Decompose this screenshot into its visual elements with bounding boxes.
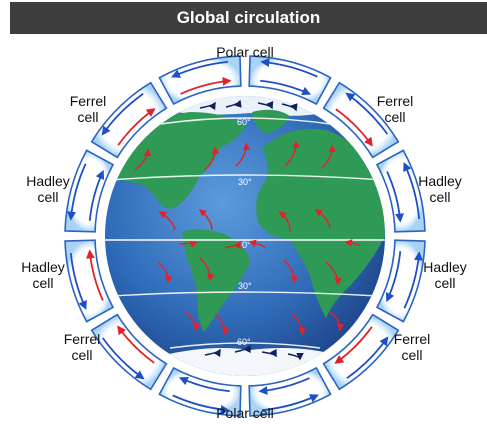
cell-flow-arrow xyxy=(69,252,87,310)
cell-flow-arrow xyxy=(117,108,156,146)
page-title: Global circulation xyxy=(10,2,487,34)
cell-flow-arrow xyxy=(260,58,318,78)
cell-flow-arrow xyxy=(345,92,389,135)
surface-wind-arrow xyxy=(248,239,266,249)
surface-wind-arrow xyxy=(291,313,307,336)
surface-wind-arrow xyxy=(287,352,304,361)
surface-wind-arrow xyxy=(225,99,242,108)
surface-wind-arrow xyxy=(224,240,241,250)
cell-flow-arrow xyxy=(386,171,405,223)
surface-wind-arrow xyxy=(257,101,274,110)
cell-flow-arrow xyxy=(261,394,319,412)
cell-segment xyxy=(322,313,400,391)
surface-wind-arrow xyxy=(158,211,176,231)
cell-flow-arrow xyxy=(101,337,145,380)
cell-label-ferrel-nw: Ferrel cell xyxy=(70,93,107,125)
cell-segment xyxy=(90,81,168,159)
cell-label-polar-north: Polar cell xyxy=(216,44,274,60)
cell-segment xyxy=(248,366,332,417)
surface-wind-arrow xyxy=(283,259,299,284)
cell-segment xyxy=(90,313,168,391)
surface-wind-arrow xyxy=(199,101,216,111)
surface-wind-arrow xyxy=(278,210,291,233)
cell-label-ferrel-sw: Ferrel cell xyxy=(64,331,101,363)
surface-wind-arrow xyxy=(198,209,213,231)
cell-segment xyxy=(64,239,115,323)
surface-wind-arrow xyxy=(281,103,298,112)
cell-label-hadley-sw: Hadley cell xyxy=(21,259,65,291)
cell-label-hadley-se: Hadley cell xyxy=(423,259,467,291)
surface-wind-arrow xyxy=(214,313,230,336)
cell-flow-arrow xyxy=(335,108,373,147)
cell-segment xyxy=(375,149,426,233)
cell-label-ferrel-ne: Ferrel cell xyxy=(377,93,414,125)
cell-flow-arrow xyxy=(403,251,423,309)
surface-wind-arrow xyxy=(314,209,331,229)
surface-wind-arrow xyxy=(285,140,301,166)
greenland-landmass xyxy=(252,109,290,134)
cell-label-polar-south: Polar cell xyxy=(216,405,274,421)
surface-wind-arrow xyxy=(179,241,198,249)
latitude-label-equator: 0° xyxy=(242,240,251,250)
cell-label-hadley-nw: Hadley cell xyxy=(26,173,70,205)
cell-flow-arrow xyxy=(178,376,230,393)
cell-flow-arrow xyxy=(385,251,402,303)
surface-wind-arrow xyxy=(321,144,337,169)
surface-wind-arrow xyxy=(234,344,251,354)
cell-flow-arrow xyxy=(403,162,421,220)
surface-wind-arrow xyxy=(157,261,173,284)
cell-segment xyxy=(158,55,242,106)
latitude-label-30-south: 30° xyxy=(238,281,252,291)
cell-flow-arrow xyxy=(88,169,105,221)
cell-flow-arrow xyxy=(67,163,87,221)
latitude-label-60-south: 60° xyxy=(237,337,251,347)
cell-segment xyxy=(322,81,400,159)
cell-flow-arrow xyxy=(180,76,232,95)
surface-wind-arrow xyxy=(329,311,345,332)
surface-wind-arrow xyxy=(204,348,221,358)
surface-wind-arrow xyxy=(134,148,152,171)
latitude-label-30-north: 30° xyxy=(238,177,252,187)
cell-flow-arrow xyxy=(258,377,310,396)
cell-flow-arrow xyxy=(172,394,230,414)
cell-flow-arrow xyxy=(260,79,312,96)
south-america-landmass xyxy=(182,229,250,332)
surface-wind-arrow xyxy=(261,348,277,358)
surface-wind-arrow xyxy=(325,261,342,286)
circulation-ring xyxy=(64,55,426,417)
surface-wind-arrows xyxy=(134,99,361,361)
surface-wind-arrow xyxy=(199,257,215,282)
cell-flow-arrow xyxy=(346,336,389,380)
surface-wind-arrow xyxy=(204,146,220,171)
cell-flow-arrow xyxy=(85,249,104,301)
surface-wind-arrow xyxy=(184,311,201,332)
surface-wind-arrow xyxy=(235,142,251,167)
surface-wind-arrow xyxy=(344,239,361,247)
cell-flow-arrow xyxy=(101,92,144,136)
latitude-label-60-north: 60° xyxy=(237,117,251,127)
cell-flow-arrow xyxy=(117,325,155,364)
cell-label-ferrel-se: Ferrel cell xyxy=(394,331,431,363)
cell-flow-arrow xyxy=(171,60,229,78)
cell-label-hadley-ne: Hadley cell xyxy=(418,173,462,205)
cell-flow-arrow xyxy=(334,326,373,364)
